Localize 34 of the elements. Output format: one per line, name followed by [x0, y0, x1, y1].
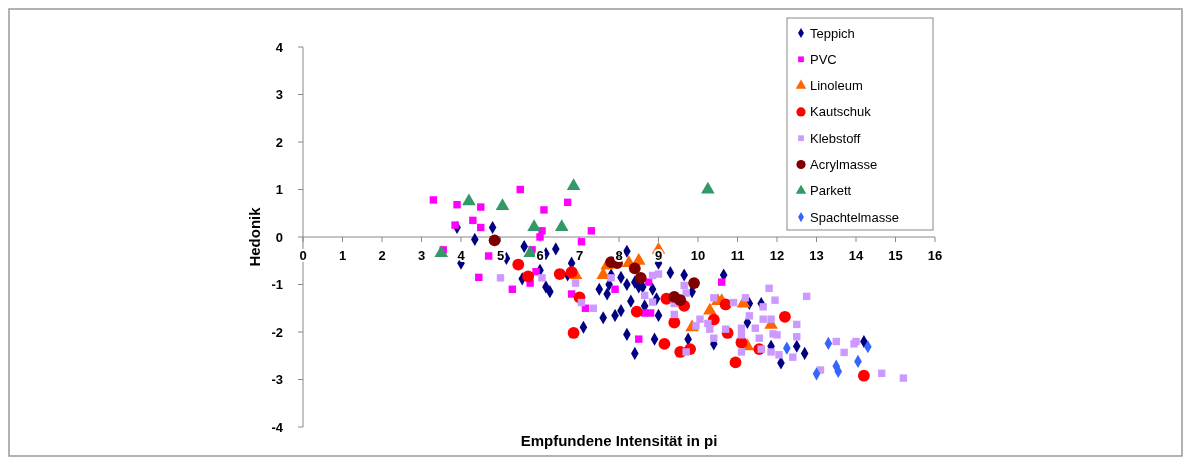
x-tick-label: 15: [888, 248, 903, 263]
legend-label: Kautschuk: [810, 104, 872, 120]
y-axis-title: Hedonik: [246, 206, 263, 267]
legend-label: Spachtelmasse: [810, 209, 899, 225]
legend-label: Parkett: [810, 183, 852, 199]
y-tick-label: 0: [275, 229, 283, 245]
y-tick-label: 4: [275, 39, 284, 55]
legend-label: Linoleum: [810, 78, 863, 94]
x-tick-label: 5: [496, 248, 505, 263]
x-tick-label: 12: [769, 248, 785, 263]
y-tick-label: 2: [275, 134, 283, 150]
y-tick-label: -3: [271, 372, 283, 388]
y-tick-label: 1: [275, 182, 283, 198]
x-tick-label: 16: [927, 248, 943, 263]
x-tick-label: 14: [848, 248, 864, 263]
x-tick-label: 2: [378, 248, 386, 263]
x-tick-label: 3: [417, 248, 426, 263]
y-tick-label: -1: [271, 277, 283, 293]
x-tick-label: 0: [299, 248, 307, 263]
x-tick-label: 6: [536, 248, 544, 263]
y-tick-label: -2: [271, 324, 283, 340]
legend-label: Teppich: [810, 25, 855, 41]
x-tick-label: 10: [690, 248, 706, 263]
x-tick-label: 13: [809, 248, 824, 263]
legend-label: Klebstoff: [810, 130, 861, 146]
legend-label: PVC: [810, 51, 837, 67]
x-axis-title: Empfundene Intensität in pi: [520, 432, 718, 449]
y-tick-label: -4: [271, 419, 284, 435]
y-tick-label: 3: [275, 87, 283, 103]
x-tick-label: 4: [457, 248, 466, 263]
x-tick-label: 1: [338, 248, 347, 263]
x-tick-label: 11: [730, 248, 745, 263]
legend-label: Acrylmasse: [810, 157, 878, 173]
x-tick-label: 7: [575, 248, 584, 263]
